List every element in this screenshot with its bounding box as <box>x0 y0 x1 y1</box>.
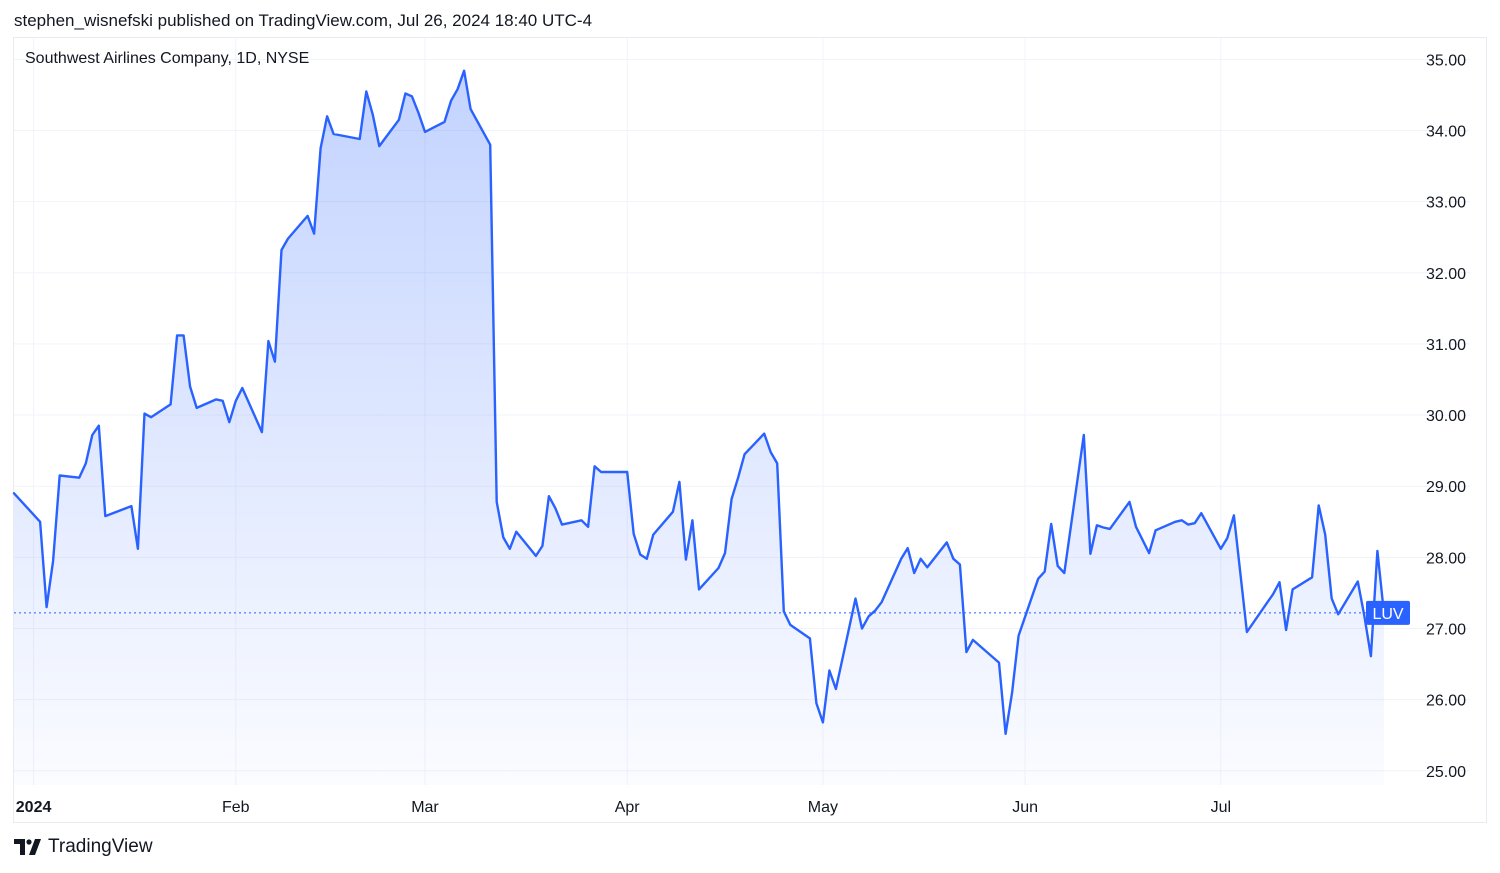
price-line-series <box>12 69 1386 735</box>
x-tick-label: Jul <box>1211 799 1231 816</box>
x-tick-label: Jun <box>1012 799 1038 816</box>
y-tick-label: 34.00 <box>1426 123 1466 140</box>
x-tick-label: 2024 <box>16 799 52 816</box>
tradingview-logo-icon <box>14 839 41 855</box>
y-tick-label: 31.00 <box>1426 337 1466 354</box>
last-price-label: LUV <box>1366 600 1410 625</box>
y-tick-label: 26.00 <box>1426 693 1466 710</box>
y-tick-label: 33.00 <box>1426 195 1466 212</box>
published-by-text: stephen_wisnefski published on TradingVi… <box>14 11 593 30</box>
price-axis: 35.00 34.00 33.00 32.00 31.00 30.00 29.00 28.00… <box>1426 52 1466 780</box>
y-tick-label: 25.00 <box>1426 764 1466 781</box>
y-tick-label: 32.00 <box>1426 266 1466 283</box>
tradingview-brand[interactable]: TradingView <box>14 836 153 858</box>
price-area-fill <box>14 70 1384 785</box>
y-tick-label: 35.00 <box>1426 52 1466 69</box>
x-tick-label: Mar <box>411 799 439 816</box>
y-tick-label: 27.00 <box>1426 621 1466 638</box>
time-axis: 2024 Feb Mar Apr May Jun Jul <box>16 799 1231 816</box>
x-tick-label: May <box>808 799 838 816</box>
symbol-legend: Southwest Airlines Company, 1D, NYSE <box>25 50 310 67</box>
x-tick-label: Feb <box>222 799 250 816</box>
chart-frame <box>13 37 1487 823</box>
y-tick-label: 28.00 <box>1426 550 1466 567</box>
brand-name: TradingView <box>48 836 153 857</box>
ticker-label: LUV <box>1372 606 1403 623</box>
last-price-label-bg <box>1366 600 1410 625</box>
y-tick-label: 30.00 <box>1426 408 1466 425</box>
y-tick-label: 29.00 <box>1426 479 1466 496</box>
x-tick-label: Apr <box>615 799 641 816</box>
